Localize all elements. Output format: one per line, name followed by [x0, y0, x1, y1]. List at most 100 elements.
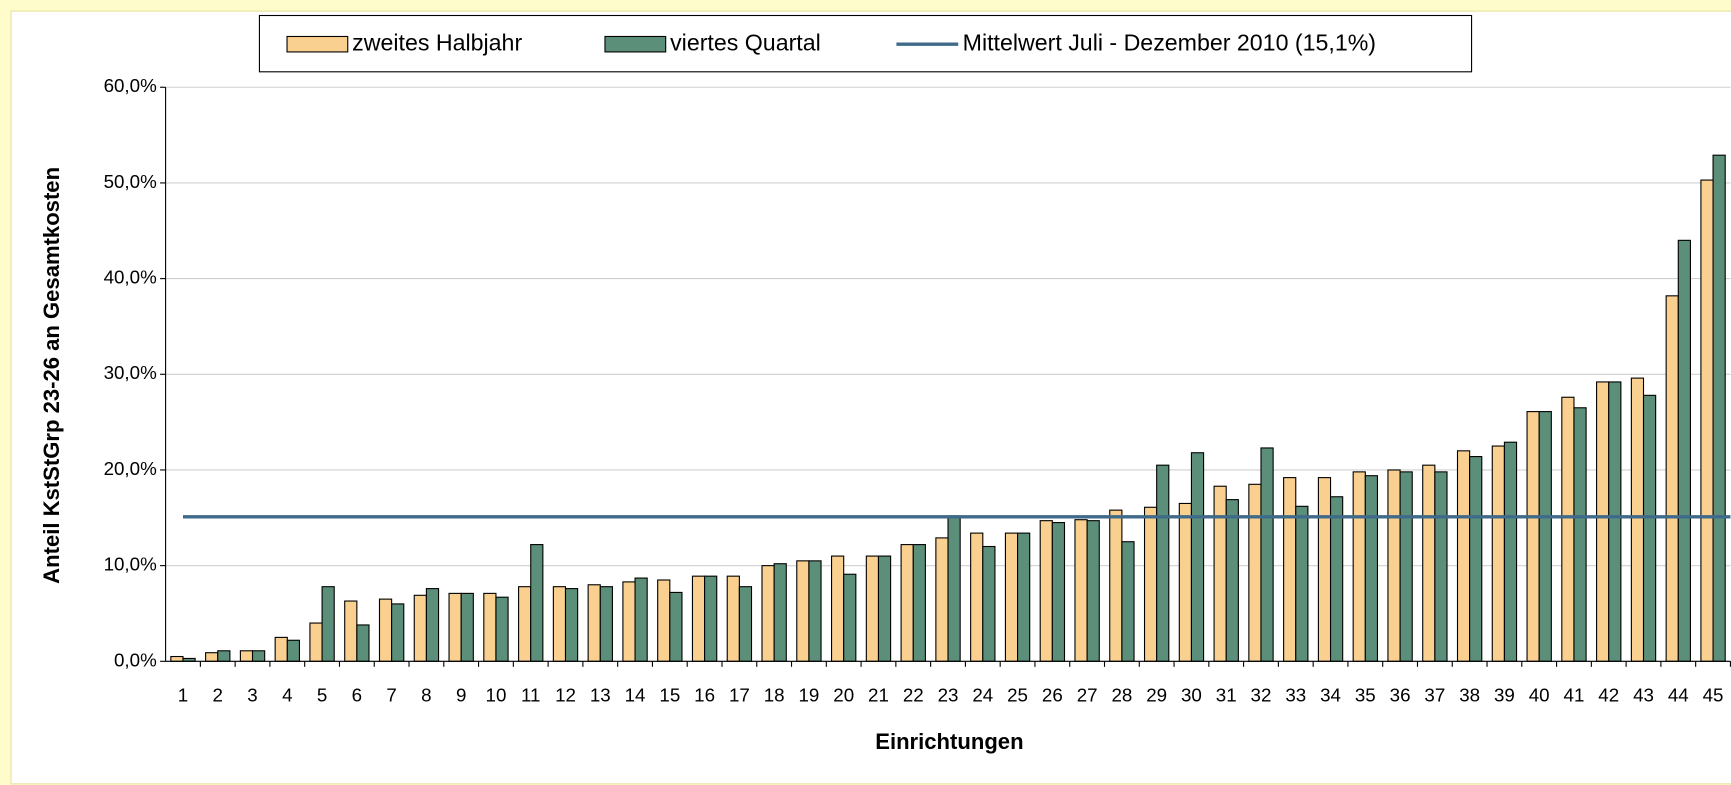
bar: [170, 655, 184, 662]
bar: [691, 575, 706, 662]
legend-swatch: [604, 35, 667, 53]
x-tick-label: 37: [1424, 685, 1445, 706]
bar: [1434, 471, 1448, 662]
bar: [970, 532, 984, 662]
x-tick-label: 21: [868, 685, 889, 706]
bar: [483, 592, 497, 662]
bar: [669, 591, 683, 662]
bar: [947, 515, 961, 662]
bar: [587, 584, 601, 662]
bar: [425, 588, 440, 662]
x-tick-label: 28: [1111, 685, 1132, 706]
x-tick-label: 8: [421, 685, 431, 706]
bar: [1109, 509, 1123, 662]
bar: [1712, 154, 1726, 662]
bar: [1677, 239, 1691, 662]
x-tick-label: 19: [798, 685, 819, 706]
x-tick-label: 14: [625, 685, 646, 706]
bar: [1573, 407, 1587, 662]
x-tick-label: 43: [1633, 685, 1654, 706]
x-tick-label: 6: [352, 685, 362, 706]
bar: [1491, 445, 1505, 662]
x-tick-label: 24: [972, 685, 993, 706]
bar: [495, 596, 509, 662]
chart-area: [10, 10, 1731, 785]
x-tick-label: 29: [1146, 685, 1167, 706]
legend-label: viertes Quartal: [670, 29, 821, 55]
legend-label: zweites Halbjahr: [352, 29, 522, 55]
bar: [356, 624, 370, 662]
x-tick-label: 10: [486, 685, 507, 706]
x-tick-label: 11: [521, 685, 540, 706]
x-tick-label: 27: [1077, 685, 1098, 706]
bar: [378, 598, 393, 662]
bar: [1700, 179, 1714, 662]
x-tick-label: 38: [1459, 685, 1480, 706]
y-axis-title: Anteil KstStGrp 23-26 an Gesamtkosten: [39, 167, 64, 584]
bar: [796, 560, 810, 662]
bar: [1260, 447, 1274, 662]
bar: [1051, 522, 1066, 662]
x-tick-label: 26: [1042, 685, 1063, 706]
bar: [657, 579, 671, 662]
bar: [413, 594, 427, 662]
x-tick-label: 4: [282, 685, 292, 706]
bar: [1248, 483, 1262, 662]
bar: [391, 603, 405, 662]
x-tick-label: 44: [1668, 685, 1689, 706]
bar: [622, 581, 636, 662]
x-tick-label: 3: [247, 685, 257, 706]
x-tick-label: 16: [694, 685, 715, 706]
bar: [1665, 295, 1679, 662]
x-tick-label: 33: [1285, 685, 1306, 706]
y-tick-label: 20,0%: [104, 458, 157, 479]
bar: [1143, 506, 1158, 662]
bar: [738, 586, 753, 662]
bar: [1178, 502, 1192, 662]
x-tick-label: 42: [1598, 685, 1619, 706]
y-tick-label: 30,0%: [104, 362, 157, 383]
bar: [1213, 485, 1227, 662]
x-tick-label: 36: [1390, 685, 1411, 706]
x-tick-label: 30: [1181, 685, 1202, 706]
bar: [274, 636, 288, 662]
bar: [1630, 377, 1645, 662]
bar: [344, 600, 358, 662]
bar: [1317, 477, 1332, 662]
bar: [518, 586, 532, 662]
x-tick-label: 41: [1564, 685, 1585, 706]
bar: [1017, 532, 1031, 662]
bar: [634, 577, 648, 662]
x-tick-label: 9: [456, 685, 466, 706]
bar: [1526, 411, 1540, 662]
bar: [843, 573, 857, 662]
bar: [1608, 381, 1622, 662]
x-tick-label: 20: [833, 685, 854, 706]
bar: [900, 544, 914, 662]
y-tick-label: 0,0%: [114, 649, 157, 670]
legend-swatch: [286, 35, 349, 53]
bar: [1387, 469, 1401, 662]
y-tick-label: 60,0%: [104, 75, 157, 96]
y-tick-label: 50,0%: [104, 171, 157, 192]
bar: [460, 592, 474, 662]
bar: [704, 575, 718, 662]
bar: [1086, 520, 1100, 662]
bar: [1596, 381, 1610, 662]
bar: [286, 639, 300, 662]
bar: [564, 588, 579, 662]
bar: [982, 545, 996, 662]
x-tick-label: 17: [729, 685, 750, 706]
x-tick-label: 39: [1494, 685, 1515, 706]
x-tick-label: 5: [317, 685, 327, 706]
x-tick-label: 22: [903, 685, 924, 706]
y-tick-label: 10,0%: [104, 554, 157, 575]
bar: [935, 537, 949, 662]
x-tick-label: 34: [1320, 685, 1341, 706]
x-tick-label: 12: [555, 685, 576, 706]
bar: [1225, 499, 1239, 662]
x-tick-label: 23: [938, 685, 959, 706]
bar: [912, 544, 926, 662]
